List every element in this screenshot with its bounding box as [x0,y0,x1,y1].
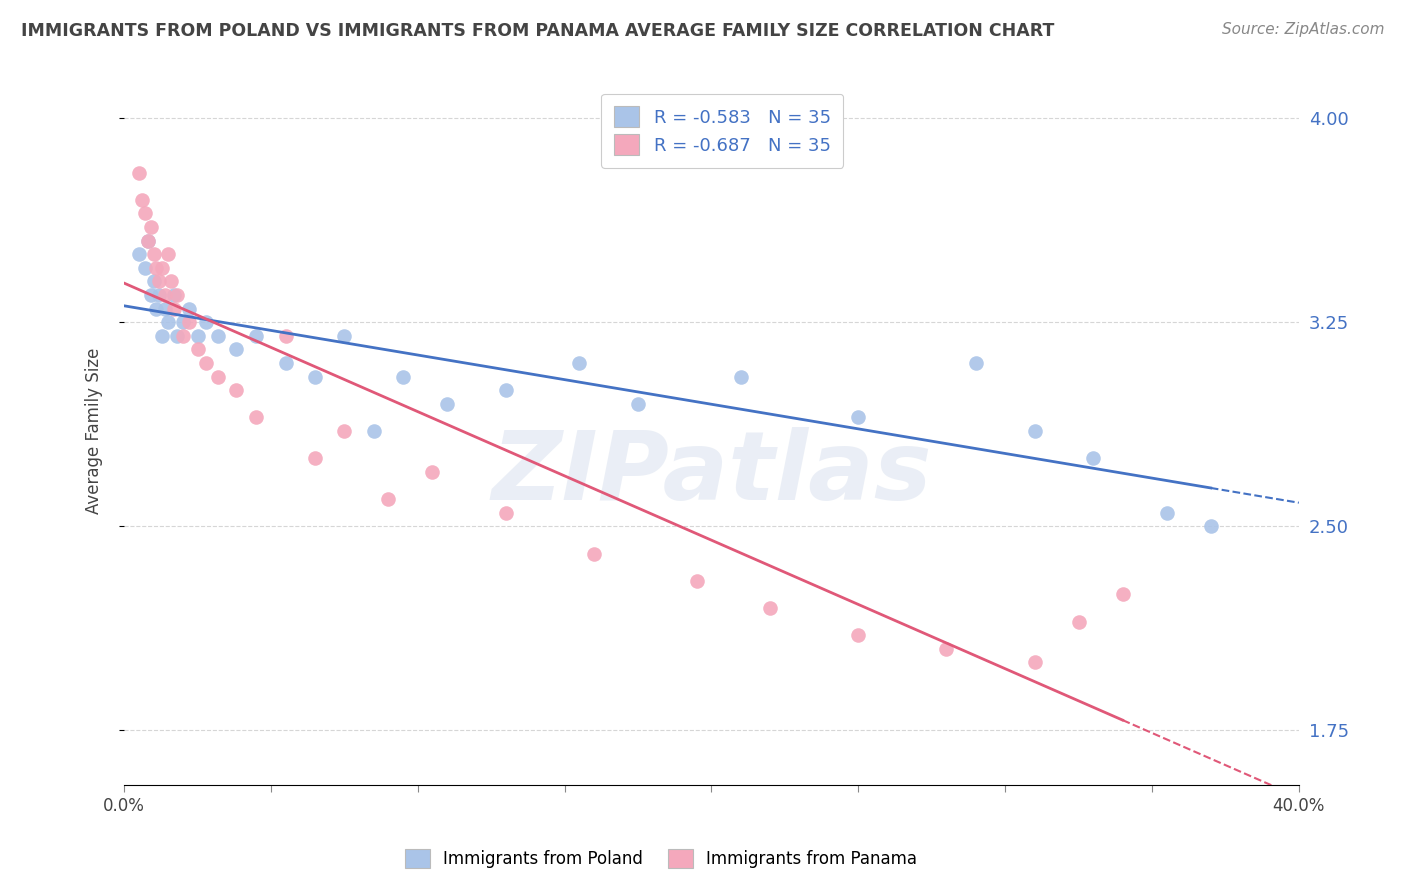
Point [759,601,782,615]
Point [304,451,326,466]
Point [627,397,650,411]
Legend: R = -0.583   N = 35, R = -0.687   N = 35: R = -0.583 N = 35, R = -0.687 N = 35 [602,94,844,168]
Point [134,260,156,275]
Point [568,356,591,370]
Point [172,315,194,329]
Point [1199,519,1222,533]
Text: IMMIGRANTS FROM POLAND VS IMMIGRANTS FROM PANAMA AVERAGE FAMILY SIZE CORRELATION: IMMIGRANTS FROM POLAND VS IMMIGRANTS FRO… [21,22,1054,40]
Text: ZIPatlas: ZIPatlas [491,427,932,520]
Point [245,329,267,343]
Point [155,288,177,302]
Point [333,329,356,343]
Point [177,315,200,329]
Point [965,356,987,370]
Point [134,206,156,220]
Point [1024,424,1046,438]
Point [166,329,188,343]
Point [304,369,326,384]
Point [187,343,209,357]
Point [1111,587,1133,601]
Point [195,356,218,370]
Point [139,288,162,302]
Point [207,329,229,343]
Point [166,288,188,302]
Point [274,329,297,343]
Point [163,288,186,302]
Point [187,329,209,343]
Point [150,260,173,275]
Point [128,166,150,180]
Point [148,275,170,289]
Point [333,424,356,438]
Point [139,220,162,235]
Point [686,574,709,588]
Point [142,247,165,261]
Point [245,410,267,425]
Point [155,301,177,316]
Point [131,193,153,207]
Point [377,492,399,507]
Point [495,506,517,520]
Y-axis label: Average Family Size: Average Family Size [86,348,103,515]
Point [157,247,180,261]
Point [582,547,605,561]
Point [145,260,167,275]
Point [436,397,458,411]
Point [136,234,159,248]
Point [195,315,218,329]
Point [1024,656,1046,670]
Point [1156,506,1178,520]
Point [846,410,869,425]
Point [225,343,247,357]
Point [148,288,170,302]
Point [422,465,444,479]
Point [172,329,194,343]
Point [846,628,869,642]
Text: Source: ZipAtlas.com: Source: ZipAtlas.com [1222,22,1385,37]
Point [363,424,385,438]
Point [495,384,517,398]
Point [157,315,180,329]
Point [177,301,200,316]
Point [207,369,229,384]
Point [935,641,957,656]
Point [163,301,186,316]
Point [160,275,183,289]
Point [225,384,247,398]
Point [1083,451,1105,466]
Point [1067,615,1090,629]
Point [274,356,297,370]
Point [730,369,752,384]
Point [128,247,150,261]
Legend: Immigrants from Poland, Immigrants from Panama: Immigrants from Poland, Immigrants from … [398,842,924,875]
Point [136,234,159,248]
Point [150,329,173,343]
Point [142,275,165,289]
Point [392,369,415,384]
Point [145,301,167,316]
